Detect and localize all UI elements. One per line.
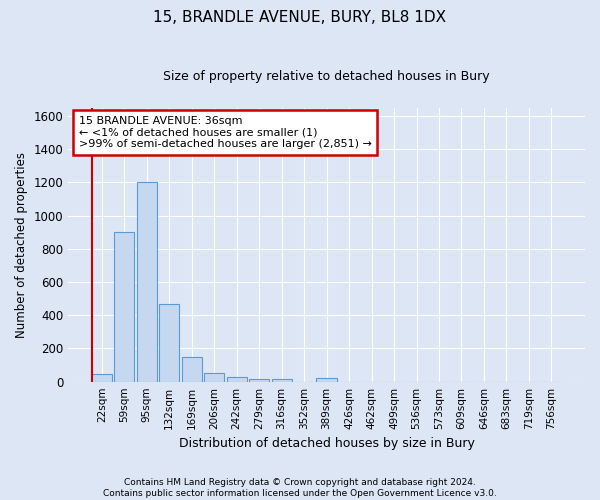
Bar (92, 374, 112, 382)
Bar (137, 182, 157, 382)
Bar (227, 376, 247, 382)
Bar (159, 304, 179, 382)
Bar (182, 357, 202, 382)
Bar (316, 378, 337, 382)
Bar (272, 379, 292, 382)
Text: 15 BRANDLE AVENUE: 36sqm
← <1% of detached houses are smaller (1)
>99% of semi-d: 15 BRANDLE AVENUE: 36sqm ← <1% of detach… (79, 116, 371, 149)
Title: Size of property relative to detached houses in Bury: Size of property relative to detached ho… (163, 70, 490, 83)
Text: 15, BRANDLE AVENUE, BURY, BL8 1DX: 15, BRANDLE AVENUE, BURY, BL8 1DX (154, 10, 446, 25)
Y-axis label: Number of detached properties: Number of detached properties (15, 152, 28, 338)
Bar (249, 379, 269, 382)
X-axis label: Distribution of detached houses by size in Bury: Distribution of detached houses by size … (179, 437, 475, 450)
Bar (114, 232, 134, 382)
Text: Contains HM Land Registry data © Crown copyright and database right 2024.
Contai: Contains HM Land Registry data © Crown c… (103, 478, 497, 498)
Bar (204, 374, 224, 382)
